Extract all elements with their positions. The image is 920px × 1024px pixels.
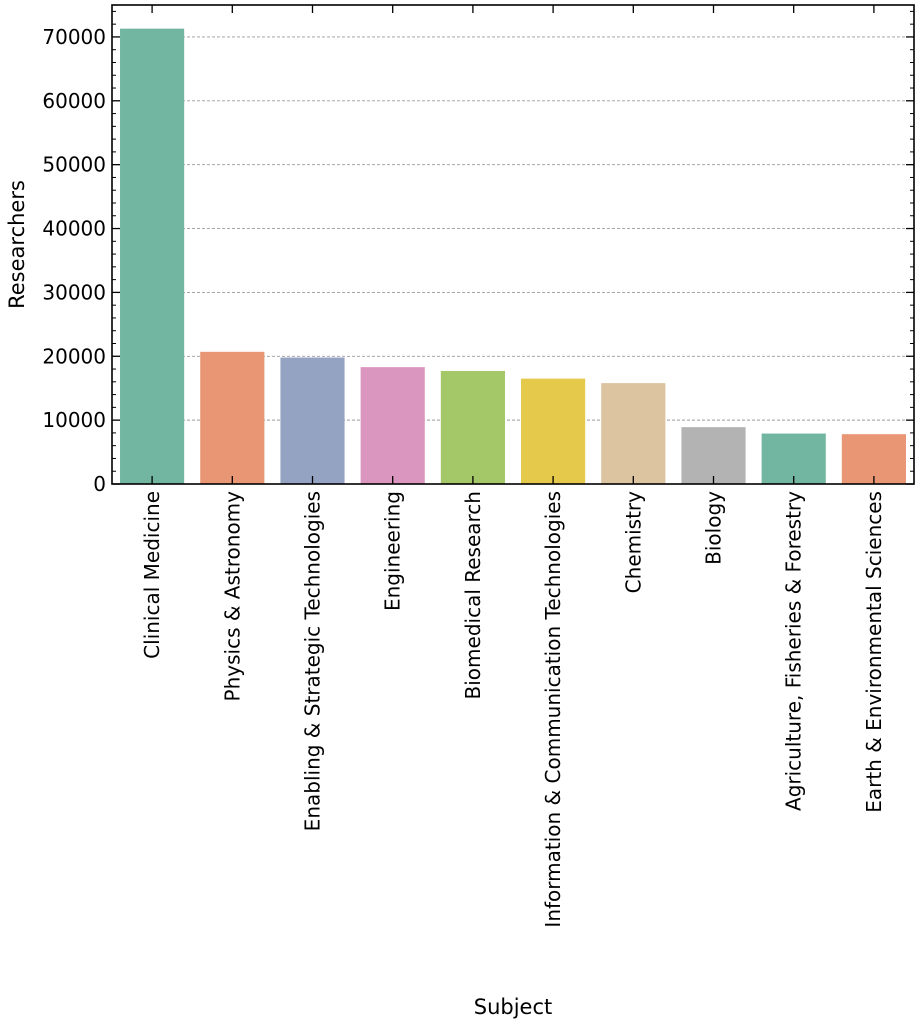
x-tick-label: Biology bbox=[702, 491, 726, 565]
y-tick-label: 0 bbox=[93, 472, 106, 496]
x-tick-label: Engineering bbox=[381, 491, 405, 611]
x-tick-label: Agriculture, Fisheries & Forestry bbox=[782, 491, 806, 811]
bar bbox=[841, 434, 906, 484]
y-axis-title: Researchers bbox=[5, 180, 29, 309]
x-tick-labels: Clinical Medicine Physics & Astronomy Enab… bbox=[140, 491, 886, 928]
plot-frame bbox=[111, 4, 915, 485]
bars bbox=[120, 28, 906, 484]
bar bbox=[280, 357, 345, 484]
bar bbox=[601, 383, 666, 484]
x-tick-label: Information & Communication Technologies bbox=[541, 491, 565, 928]
bar bbox=[681, 427, 746, 484]
y-tick-label: 60000 bbox=[42, 89, 106, 113]
x-axis-title: Subject bbox=[474, 995, 553, 1019]
y-tick-labels: 0 10000 20000 30000 40000 50000 60000 70000 bbox=[42, 25, 106, 496]
y-tick-label: 50000 bbox=[42, 153, 106, 177]
bar bbox=[360, 367, 425, 484]
y-tick-label: 10000 bbox=[42, 408, 106, 432]
x-tick-label: Chemistry bbox=[621, 491, 645, 593]
bar bbox=[200, 351, 265, 484]
grid-lines bbox=[112, 36, 914, 421]
y-tick-label: 40000 bbox=[42, 217, 106, 241]
bar bbox=[120, 28, 185, 484]
x-tick-label: Enabling & Strategic Technologies bbox=[301, 491, 325, 831]
y-tick-label: 30000 bbox=[42, 280, 106, 304]
bar bbox=[521, 378, 586, 484]
y-tick-label: 70000 bbox=[42, 25, 106, 49]
bar bbox=[761, 433, 826, 484]
x-tick-label: Physics & Astronomy bbox=[220, 491, 244, 702]
bar bbox=[440, 370, 505, 484]
x-tick-label: Biomedical Research bbox=[461, 491, 485, 699]
x-tick-label: Clinical Medicine bbox=[140, 491, 164, 659]
x-tick-label: Earth & Environmental Sciences bbox=[862, 491, 886, 813]
y-tick-label: 20000 bbox=[42, 344, 106, 368]
